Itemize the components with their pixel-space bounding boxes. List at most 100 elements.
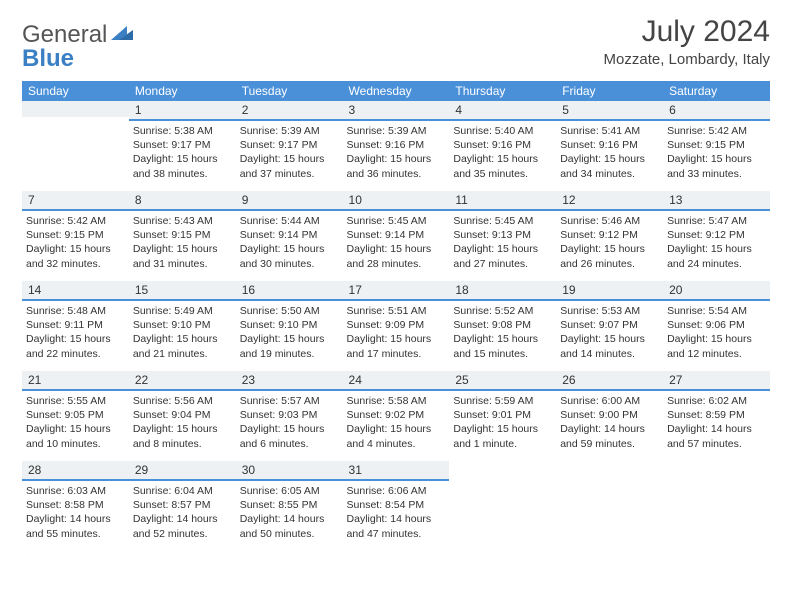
daylight-text-2: and 31 minutes. <box>133 257 232 271</box>
day-details: Sunrise: 5:47 AMSunset: 9:12 PMDaylight:… <box>663 211 770 271</box>
daylight-text-2: and 30 minutes. <box>240 257 339 271</box>
sunset-text: Sunset: 9:00 PM <box>560 408 659 422</box>
daylight-text-2: and 33 minutes. <box>667 167 766 181</box>
day-header-row: SundayMondayTuesdayWednesdayThursdayFrid… <box>22 81 770 101</box>
page: GeneralBlue July 2024 Mozzate, Lombardy,… <box>0 0 792 551</box>
calendar-day-cell <box>449 461 556 551</box>
day-header-cell: Sunday <box>22 81 129 101</box>
daylight-text-1: Daylight: 15 hours <box>240 332 339 346</box>
daylight-text-2: and 32 minutes. <box>26 257 125 271</box>
day-number: 5 <box>556 101 663 121</box>
day-header-cell: Monday <box>129 81 236 101</box>
day-number: 6 <box>663 101 770 121</box>
calendar-day-cell: 15Sunrise: 5:49 AMSunset: 9:10 PMDayligh… <box>129 281 236 371</box>
day-details: Sunrise: 5:56 AMSunset: 9:04 PMDaylight:… <box>129 391 236 451</box>
daylight-text-2: and 4 minutes. <box>347 437 446 451</box>
calendar-day-cell: 12Sunrise: 5:46 AMSunset: 9:12 PMDayligh… <box>556 191 663 281</box>
title-block: July 2024 Mozzate, Lombardy, Italy <box>604 15 770 68</box>
calendar-day-cell: 27Sunrise: 6:02 AMSunset: 8:59 PMDayligh… <box>663 371 770 461</box>
sunset-text: Sunset: 9:16 PM <box>560 138 659 152</box>
sunset-text: Sunset: 9:09 PM <box>347 318 446 332</box>
sunrise-text: Sunrise: 6:00 AM <box>560 394 659 408</box>
daylight-text-2: and 28 minutes. <box>347 257 446 271</box>
calendar-day-cell: 2Sunrise: 5:39 AMSunset: 9:17 PMDaylight… <box>236 101 343 191</box>
daylight-text-2: and 35 minutes. <box>453 167 552 181</box>
day-details: Sunrise: 6:05 AMSunset: 8:55 PMDaylight:… <box>236 481 343 541</box>
daylight-text-2: and 1 minute. <box>453 437 552 451</box>
calendar-week-row: 28Sunrise: 6:03 AMSunset: 8:58 PMDayligh… <box>22 461 770 551</box>
sunrise-text: Sunrise: 5:46 AM <box>560 214 659 228</box>
sunrise-text: Sunrise: 5:58 AM <box>347 394 446 408</box>
day-details: Sunrise: 5:44 AMSunset: 9:14 PMDaylight:… <box>236 211 343 271</box>
calendar-day-cell <box>663 461 770 551</box>
daylight-text-1: Daylight: 15 hours <box>453 152 552 166</box>
day-number: 18 <box>449 281 556 301</box>
sunrise-text: Sunrise: 5:42 AM <box>667 124 766 138</box>
daylight-text-2: and 50 minutes. <box>240 527 339 541</box>
day-header-cell: Tuesday <box>236 81 343 101</box>
day-number: 17 <box>343 281 450 301</box>
day-header-cell: Wednesday <box>343 81 450 101</box>
daylight-text-2: and 24 minutes. <box>667 257 766 271</box>
day-details: Sunrise: 6:03 AMSunset: 8:58 PMDaylight:… <box>22 481 129 541</box>
sunrise-text: Sunrise: 5:48 AM <box>26 304 125 318</box>
calendar-day-cell: 30Sunrise: 6:05 AMSunset: 8:55 PMDayligh… <box>236 461 343 551</box>
daylight-text-2: and 6 minutes. <box>240 437 339 451</box>
daylight-text-2: and 10 minutes. <box>26 437 125 451</box>
calendar-week-row: 14Sunrise: 5:48 AMSunset: 9:11 PMDayligh… <box>22 281 770 371</box>
sunrise-text: Sunrise: 5:56 AM <box>133 394 232 408</box>
day-details: Sunrise: 5:39 AMSunset: 9:16 PMDaylight:… <box>343 121 450 181</box>
calendar-day-cell: 21Sunrise: 5:55 AMSunset: 9:05 PMDayligh… <box>22 371 129 461</box>
sunrise-text: Sunrise: 5:38 AM <box>133 124 232 138</box>
sunset-text: Sunset: 9:05 PM <box>26 408 125 422</box>
sunrise-text: Sunrise: 5:41 AM <box>560 124 659 138</box>
sunset-text: Sunset: 9:16 PM <box>347 138 446 152</box>
sunset-text: Sunset: 9:12 PM <box>667 228 766 242</box>
daylight-text-1: Daylight: 15 hours <box>26 332 125 346</box>
sunrise-text: Sunrise: 5:44 AM <box>240 214 339 228</box>
day-number: 16 <box>236 281 343 301</box>
calendar-table: SundayMondayTuesdayWednesdayThursdayFrid… <box>22 81 770 551</box>
daylight-text-1: Daylight: 15 hours <box>347 422 446 436</box>
sunrise-text: Sunrise: 5:39 AM <box>240 124 339 138</box>
sunset-text: Sunset: 9:08 PM <box>453 318 552 332</box>
calendar-day-cell: 24Sunrise: 5:58 AMSunset: 9:02 PMDayligh… <box>343 371 450 461</box>
calendar-day-cell <box>556 461 663 551</box>
calendar-day-cell: 8Sunrise: 5:43 AMSunset: 9:15 PMDaylight… <box>129 191 236 281</box>
day-number: 21 <box>22 371 129 391</box>
day-number: 25 <box>449 371 556 391</box>
day-details: Sunrise: 6:00 AMSunset: 9:00 PMDaylight:… <box>556 391 663 451</box>
day-number: 20 <box>663 281 770 301</box>
calendar-week-row: 1Sunrise: 5:38 AMSunset: 9:17 PMDaylight… <box>22 101 770 191</box>
day-number: 27 <box>663 371 770 391</box>
day-details: Sunrise: 5:50 AMSunset: 9:10 PMDaylight:… <box>236 301 343 361</box>
daylight-text-1: Daylight: 15 hours <box>133 242 232 256</box>
day-details: Sunrise: 5:52 AMSunset: 9:08 PMDaylight:… <box>449 301 556 361</box>
calendar-day-cell: 9Sunrise: 5:44 AMSunset: 9:14 PMDaylight… <box>236 191 343 281</box>
calendar-week-row: 7Sunrise: 5:42 AMSunset: 9:15 PMDaylight… <box>22 191 770 281</box>
calendar-tbody: 1Sunrise: 5:38 AMSunset: 9:17 PMDaylight… <box>22 101 770 551</box>
daylight-text-1: Daylight: 15 hours <box>453 422 552 436</box>
day-number: 13 <box>663 191 770 211</box>
day-number: 14 <box>22 281 129 301</box>
calendar-day-cell: 20Sunrise: 5:54 AMSunset: 9:06 PMDayligh… <box>663 281 770 371</box>
day-details: Sunrise: 6:04 AMSunset: 8:57 PMDaylight:… <box>129 481 236 541</box>
calendar-day-cell: 6Sunrise: 5:42 AMSunset: 9:15 PMDaylight… <box>663 101 770 191</box>
sunrise-text: Sunrise: 5:52 AM <box>453 304 552 318</box>
sunset-text: Sunset: 9:16 PM <box>453 138 552 152</box>
calendar-day-cell: 16Sunrise: 5:50 AMSunset: 9:10 PMDayligh… <box>236 281 343 371</box>
sunset-text: Sunset: 9:13 PM <box>453 228 552 242</box>
logo-text-general: General <box>22 21 107 48</box>
daylight-text-1: Daylight: 14 hours <box>667 422 766 436</box>
day-number: 15 <box>129 281 236 301</box>
sunset-text: Sunset: 9:06 PM <box>667 318 766 332</box>
sunrise-text: Sunrise: 5:54 AM <box>667 304 766 318</box>
day-number: 8 <box>129 191 236 211</box>
daylight-text-1: Daylight: 15 hours <box>240 242 339 256</box>
calendar-day-cell: 11Sunrise: 5:45 AMSunset: 9:13 PMDayligh… <box>449 191 556 281</box>
calendar-day-cell: 17Sunrise: 5:51 AMSunset: 9:09 PMDayligh… <box>343 281 450 371</box>
logo: GeneralBlue <box>22 15 133 73</box>
day-header-cell: Thursday <box>449 81 556 101</box>
day-details: Sunrise: 5:57 AMSunset: 9:03 PMDaylight:… <box>236 391 343 451</box>
day-details: Sunrise: 5:51 AMSunset: 9:09 PMDaylight:… <box>343 301 450 361</box>
